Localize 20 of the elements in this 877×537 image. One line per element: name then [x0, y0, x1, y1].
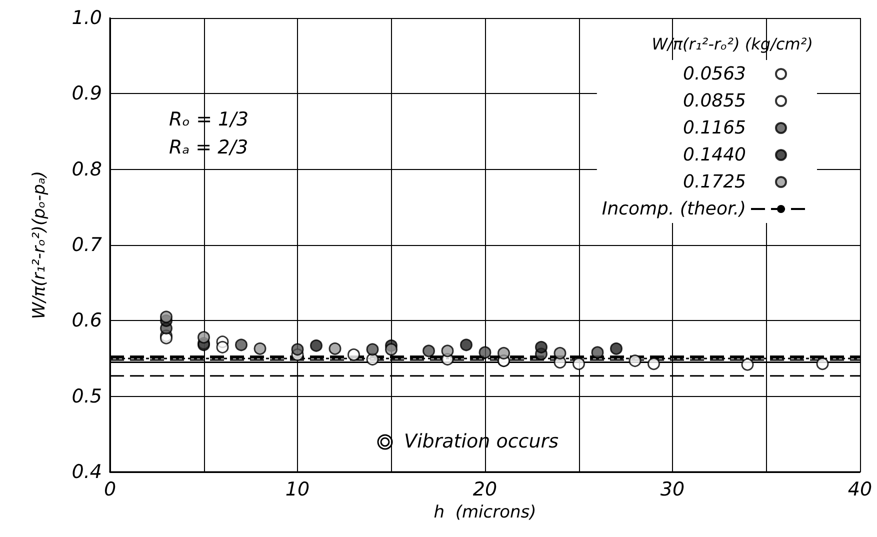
x-tick-label: 0 — [104, 478, 116, 500]
x-tick-label: 40 — [848, 478, 872, 500]
x-tick-label: 20 — [472, 478, 498, 500]
legend-label: 0.0855 — [683, 90, 746, 112]
x-tick-label: 10 — [285, 478, 310, 500]
legend-label: 0.0563 — [683, 64, 746, 84]
x-axis-title: h (microns) — [434, 502, 536, 522]
x-tick-label: 30 — [660, 478, 685, 500]
y-tick-label: 0.7 — [72, 234, 102, 256]
y-tick-label: 0.9 — [72, 82, 102, 105]
legend-label: Incomp. (theor.) — [602, 198, 746, 220]
legend-label: 0.1440 — [683, 144, 746, 166]
y-tick-label: 1.0 — [72, 7, 102, 29]
y-tick-label: 0.4 — [72, 461, 102, 483]
y-axis-title: W/π(r₁²-rₒ²)(pₒ-pₐ) — [30, 170, 50, 320]
y-tick-label: 0.6 — [72, 310, 102, 332]
y-tick-label: 0.5 — [72, 385, 102, 408]
legend-label: 0.1165 — [683, 118, 746, 138]
y-tick-label: 0.8 — [72, 158, 102, 180]
legend-label: 0.1725 — [683, 172, 746, 192]
